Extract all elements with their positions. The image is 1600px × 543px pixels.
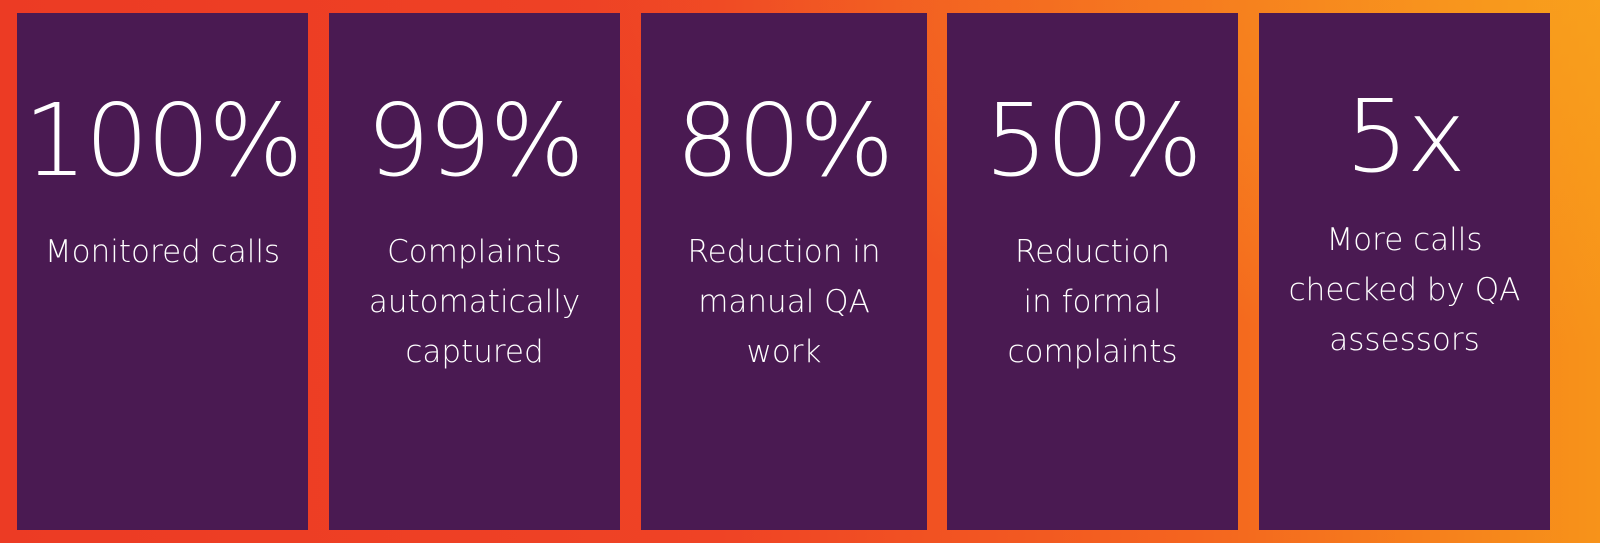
stat-label-line: automatically: [368, 284, 581, 320]
stat-value: 99%: [366, 82, 584, 199]
stat-label-line: complaints: [1007, 334, 1178, 370]
stat-label-line: Monitored calls: [44, 234, 281, 270]
stat-label: Complaints automatically captured: [337, 227, 612, 377]
stat-card-manual-qa-reduction: 80% Reduction in manual QA work: [641, 13, 927, 530]
stat-label-line: assessors: [1329, 322, 1480, 358]
stat-value: 80%: [675, 82, 894, 199]
stat-label-line: Reduction in: [687, 234, 881, 270]
stat-label-line: manual QA: [698, 284, 870, 320]
stat-label-line: captured: [405, 334, 544, 370]
stat-label-line: More calls: [1326, 222, 1483, 258]
stat-value: 100%: [23, 82, 304, 199]
stat-card-complaints-captured: 99% Complaints automatically captured: [329, 13, 620, 530]
stat-label: Reduction in formal complaints: [955, 227, 1230, 377]
stat-value: 5x: [1345, 78, 1466, 195]
stat-label: Reduction in manual QA work: [649, 227, 919, 377]
stat-label-line: checked by QA: [1288, 272, 1521, 308]
stat-label: More calls checked by QA assessors: [1267, 215, 1542, 365]
stat-label-line: work: [746, 334, 822, 370]
stat-card-monitored-calls: 100% Monitored calls: [17, 13, 308, 530]
stat-card-more-calls-checked: 5x More calls checked by QA assessors: [1259, 13, 1550, 530]
stat-label-line: in formal: [1023, 284, 1162, 320]
stat-value: 50%: [984, 82, 1202, 199]
stat-card-formal-complaints-reduction: 50% Reduction in formal complaints: [947, 13, 1238, 530]
stat-label-line: Complaints: [387, 234, 562, 270]
stat-label-line: Reduction: [1015, 234, 1170, 270]
stat-label: Monitored calls: [25, 227, 300, 277]
